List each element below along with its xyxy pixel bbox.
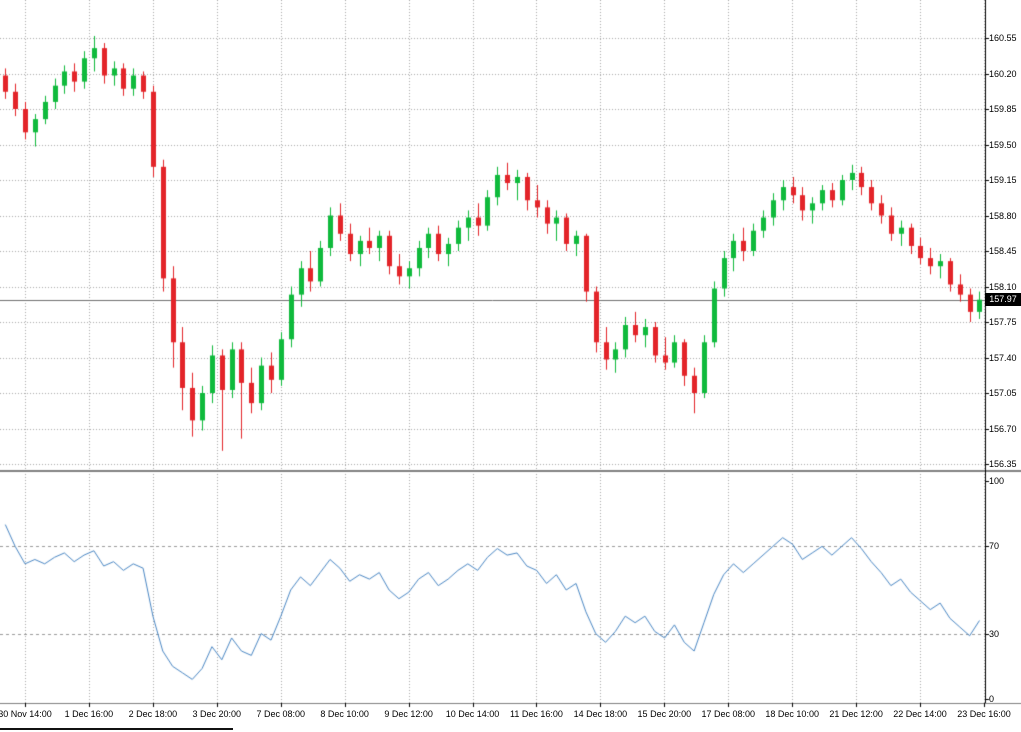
- chart-tabs-edge[interactable]: [0, 728, 233, 732]
- current-price-badge: 157.97: [985, 293, 1021, 306]
